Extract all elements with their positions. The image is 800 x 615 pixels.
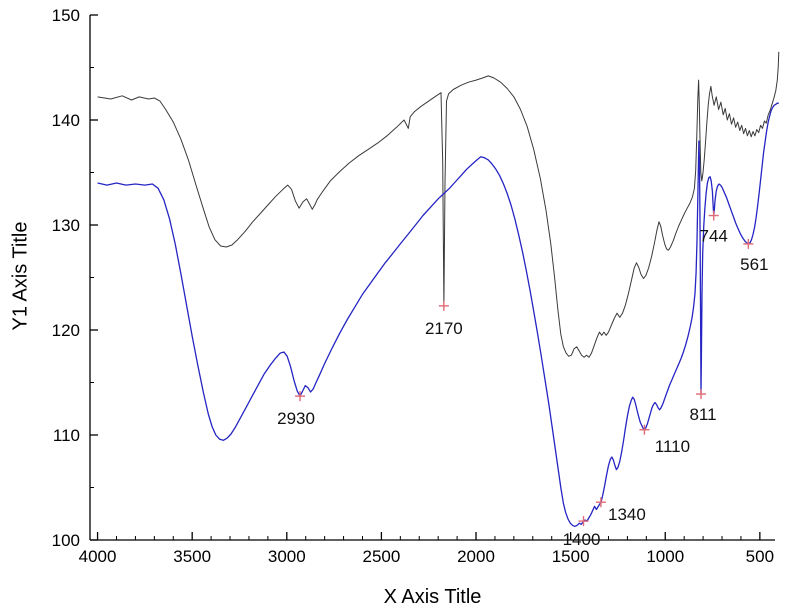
y-tick-label: 140 <box>52 111 80 130</box>
y-tick-label: 130 <box>52 216 80 235</box>
peak-label: 1110 <box>655 437 690 456</box>
peak-label: 561 <box>740 255 768 274</box>
series-lower-blue-spectrum <box>97 102 779 528</box>
peak-label: 811 <box>689 405 716 424</box>
peak-label: 1340 <box>608 505 646 524</box>
y-tick-label: 150 <box>52 6 80 25</box>
x-axis-title: X Axis Title <box>383 586 482 608</box>
peak-annotation-1400: 1400 <box>563 516 601 549</box>
peak-label: 2930 <box>277 409 315 428</box>
axes <box>89 14 775 541</box>
series-upper-black-spectrum <box>97 51 780 358</box>
peak-annotation-811: 811 <box>689 389 717 424</box>
x-tick-label: 4000 <box>79 547 117 566</box>
x-tick-label: 500 <box>746 547 774 566</box>
peak-annotation-2170: 2170 <box>425 300 463 338</box>
peak-label: 744 <box>700 227 728 246</box>
peak-annotation-2930: 2930 <box>277 391 315 428</box>
y-tick-label: 100 <box>52 531 80 550</box>
x-tick-label: 1000 <box>646 547 684 566</box>
x-tick-label: 2000 <box>457 547 495 566</box>
peak-annotation-744: 744 <box>700 210 728 246</box>
peak-label: 1400 <box>563 530 601 549</box>
y-axis-title: Y1 Axis Title <box>9 221 32 331</box>
peak-annotation-1110: 1110 <box>639 424 690 456</box>
x-tick-label: 1500 <box>552 547 590 566</box>
y-tick-label: 110 <box>53 426 80 445</box>
peak-label: 2170 <box>425 319 463 338</box>
y-tick-label: 120 <box>52 321 80 340</box>
peak-annotation-1340: 1340 <box>595 497 646 524</box>
peak-annotation-561: 561 <box>740 238 769 274</box>
x-tick-label: 3500 <box>173 547 211 566</box>
x-tick-label: 3000 <box>268 547 306 566</box>
x-tick-label: 2500 <box>362 547 400 566</box>
